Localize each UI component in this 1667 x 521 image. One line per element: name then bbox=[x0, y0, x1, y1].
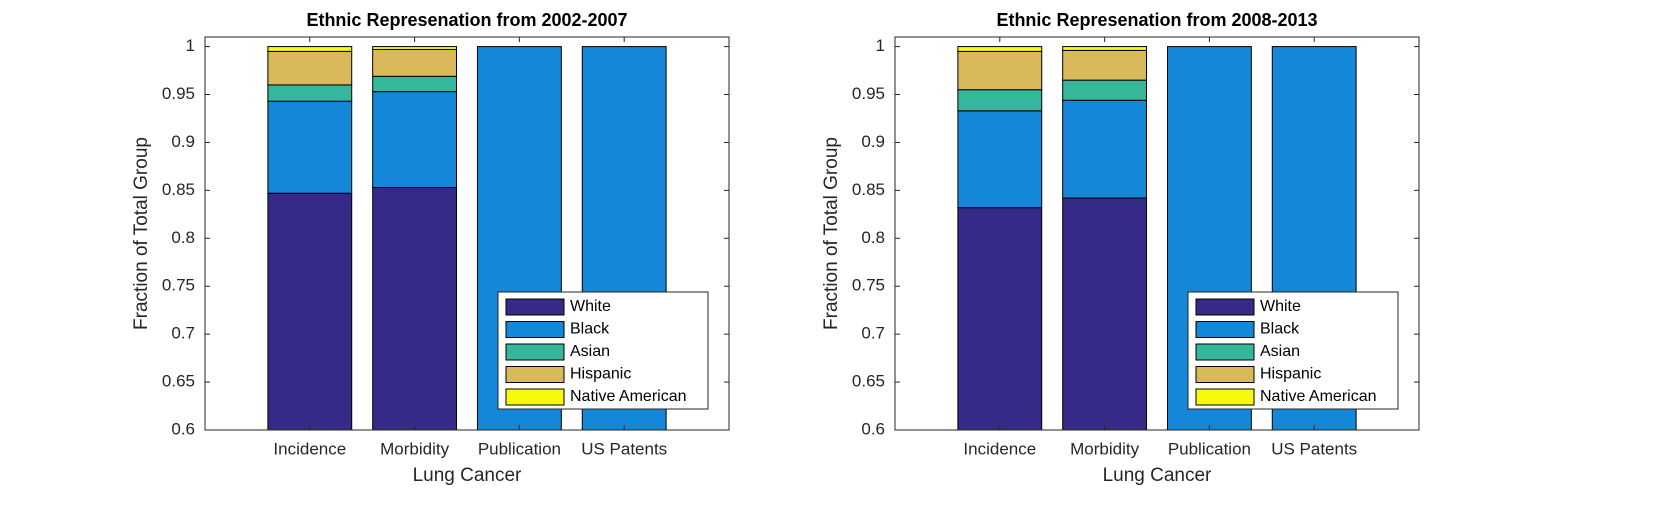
legend-swatch bbox=[505, 366, 565, 383]
y-tick-label: 0.65 bbox=[852, 372, 885, 391]
y-tick-label: 0.7 bbox=[861, 324, 885, 343]
x-tick-label: Incidence bbox=[963, 439, 1036, 458]
plot-area bbox=[957, 46, 1357, 430]
legend-swatch bbox=[1195, 321, 1255, 338]
y-tick-label: 1 bbox=[186, 36, 195, 55]
x-tick-label: Morbidity bbox=[380, 439, 449, 458]
bars bbox=[957, 46, 1357, 430]
legend-swatch bbox=[505, 388, 565, 406]
legend: White Black Asian Hispanic Native American bbox=[497, 291, 709, 410]
x-axis-label: Lung Cancer bbox=[1103, 465, 1212, 486]
legend-swatch bbox=[1195, 388, 1255, 406]
bar-segment bbox=[372, 46, 458, 50]
y-axis-label: Fraction of Total Group bbox=[131, 137, 152, 330]
bar-segment bbox=[267, 84, 353, 102]
legend-label: White bbox=[570, 298, 611, 315]
y-tick-label: 0.75 bbox=[162, 276, 195, 295]
x-tick-label: US Patents bbox=[581, 439, 667, 458]
y-tick-label: 0.9 bbox=[171, 132, 195, 151]
bar-segment bbox=[372, 48, 458, 77]
y-tick-label: 0.7 bbox=[171, 324, 195, 343]
y-tick-label: 0.65 bbox=[162, 372, 195, 391]
y-tick-label: 1 bbox=[876, 36, 885, 55]
y-tick-label: 0.8 bbox=[171, 228, 195, 247]
bars bbox=[267, 46, 667, 430]
legend-swatch bbox=[1195, 298, 1255, 316]
bar-segment bbox=[957, 46, 1043, 52]
x-tick-label: Morbidity bbox=[1070, 439, 1139, 458]
chart-title: Ethnic Represenation from 2008-2013 bbox=[996, 10, 1317, 30]
bar-segment bbox=[267, 50, 353, 86]
y-tick-label: 0.85 bbox=[162, 180, 195, 199]
legend-label: Asian bbox=[1260, 343, 1300, 360]
legend-label: White bbox=[1260, 298, 1301, 315]
y-tick-label: 0.9 bbox=[861, 132, 885, 151]
y-tick-label: 0.95 bbox=[162, 84, 195, 103]
x-tick-label: Incidence bbox=[273, 439, 346, 458]
bar-segment bbox=[267, 100, 353, 194]
axes-box bbox=[204, 36, 730, 431]
chart-title: Ethnic Represenation from 2002-2007 bbox=[306, 10, 627, 30]
plot-area bbox=[267, 46, 667, 430]
bar-segment bbox=[372, 75, 458, 93]
bar-segment bbox=[957, 89, 1043, 112]
legend-label: Native American bbox=[570, 388, 687, 405]
legend-swatch bbox=[505, 321, 565, 338]
legend-swatch bbox=[505, 298, 565, 316]
bar-segment bbox=[1062, 197, 1148, 430]
legend-swatch bbox=[505, 343, 565, 361]
legend-label: Native American bbox=[1260, 388, 1377, 405]
bar-segment bbox=[957, 50, 1043, 91]
legend-label: Hispanic bbox=[1260, 366, 1321, 383]
legend-label: Black bbox=[570, 321, 610, 338]
y-tick-label: 0.75 bbox=[852, 276, 885, 295]
legend-swatch bbox=[1195, 366, 1255, 383]
bar-segment bbox=[372, 91, 458, 188]
y-tick-label: 0.85 bbox=[852, 180, 885, 199]
bar-segment bbox=[1062, 79, 1148, 101]
bar-segment bbox=[372, 186, 458, 430]
bar-segment bbox=[267, 192, 353, 430]
bar-segment bbox=[957, 110, 1043, 209]
legend-label: Asian bbox=[570, 343, 610, 360]
y-tick-label: 0.8 bbox=[861, 228, 885, 247]
bar-segment bbox=[267, 46, 353, 52]
y-tick-label: 0.6 bbox=[171, 419, 195, 438]
legend: White Black Asian Hispanic Native American bbox=[1187, 291, 1399, 410]
bar-segment bbox=[957, 207, 1043, 430]
axes-box bbox=[894, 36, 1420, 431]
bar-segment bbox=[1062, 49, 1148, 81]
x-tick-label: US Patents bbox=[1271, 439, 1357, 458]
legend-label: Black bbox=[1260, 321, 1300, 338]
bar-segment bbox=[1062, 46, 1148, 51]
x-tick-label: Publication bbox=[478, 439, 561, 458]
y-tick-label: 0.95 bbox=[852, 84, 885, 103]
x-tick-label: Publication bbox=[1168, 439, 1251, 458]
y-tick-label: 0.6 bbox=[861, 419, 885, 438]
x-axis-label: Lung Cancer bbox=[413, 465, 522, 486]
legend-label: Hispanic bbox=[570, 366, 631, 383]
y-axis-label: Fraction of Total Group bbox=[821, 137, 842, 330]
legend-swatch bbox=[1195, 343, 1255, 361]
bar-segment bbox=[1062, 99, 1148, 199]
